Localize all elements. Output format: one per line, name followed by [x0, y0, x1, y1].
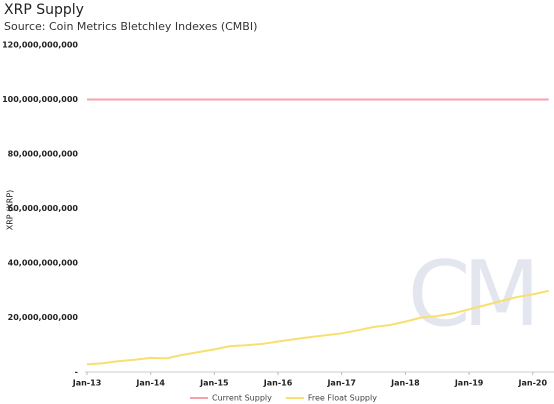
x-tick-label: Jan-13 [72, 379, 102, 388]
chart-subtitle: Source: Coin Metrics Bletchley Indexes (… [4, 20, 257, 33]
x-tick-label: Jan-19 [454, 379, 484, 388]
y-tick-label: 40,000,000,000 [8, 259, 79, 268]
y-tick-label: 20,000,000,000 [8, 313, 79, 322]
y-tick-label: 100,000,000,000 [2, 95, 78, 104]
y-axis-title: XRP (XRP) [6, 190, 15, 231]
y-tick-label: 120,000,000,000 [2, 41, 78, 50]
watermark: CM [408, 242, 533, 347]
y-tick-label: - [75, 368, 78, 377]
x-tick-label: Jan-17 [326, 379, 356, 388]
y-tick-label: 60,000,000,000 [8, 204, 79, 213]
x-tick-label: Jan-15 [199, 379, 229, 388]
legend-label: Current Supply [212, 394, 272, 403]
legend-label: Free Float Supply [308, 394, 377, 403]
x-tick-label: Jan-18 [390, 379, 420, 388]
x-tick-label: Jan-14 [135, 379, 165, 388]
x-tick-label: Jan-16 [263, 379, 293, 388]
x-tick-label: Jan-20 [518, 379, 548, 388]
series-line [86, 289, 549, 366]
y-tick-label: 80,000,000,000 [8, 150, 79, 159]
chart-title: XRP Supply [4, 2, 84, 18]
